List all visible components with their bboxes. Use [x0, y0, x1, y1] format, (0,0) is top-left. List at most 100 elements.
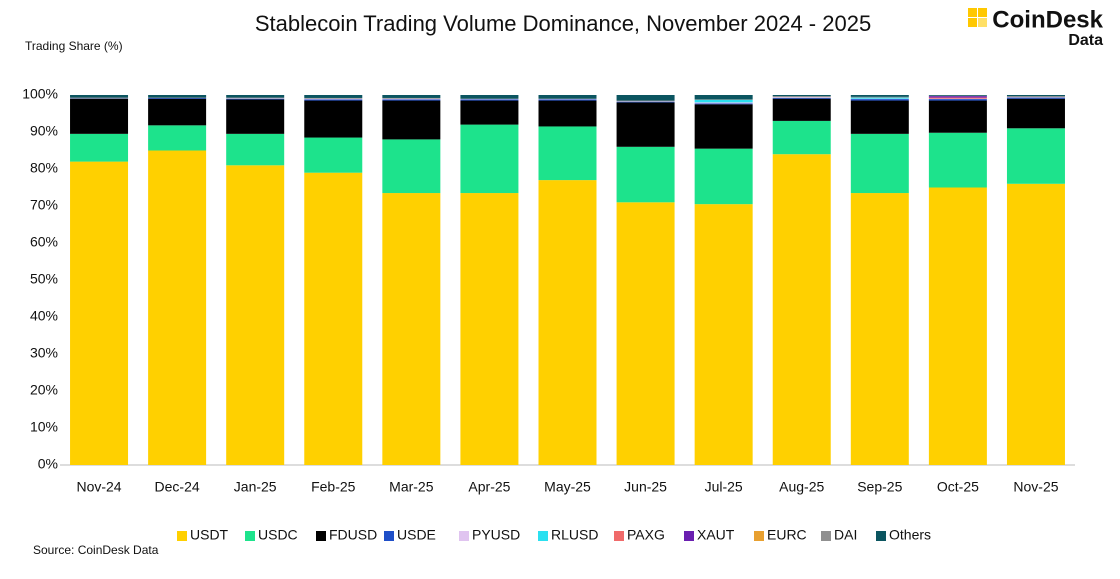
bar-segment: [538, 126, 597, 181]
legend-label: USDC: [258, 527, 298, 543]
bar-segment: [850, 97, 909, 99]
bar-segment: [850, 95, 909, 97]
bar-segment: [460, 95, 519, 99]
logo-icon: [978, 18, 987, 27]
bar-segment: [928, 96, 987, 98]
x-tick-label: Sep-25: [857, 479, 902, 495]
bar-segment: [616, 101, 675, 103]
x-tick-label: Jan-25: [234, 479, 277, 495]
x-tick-label: May-25: [544, 479, 591, 495]
bar-segment: [772, 97, 831, 98]
legend-label: Others: [889, 527, 931, 543]
x-tick-label: Dec-24: [155, 479, 200, 495]
bar-segment: [70, 161, 129, 465]
bar-segment: [1006, 98, 1065, 129]
bar-segment: [1006, 183, 1065, 466]
bar-segment: [460, 100, 519, 125]
bar-segment: [538, 100, 597, 127]
legend-swatch: [316, 531, 326, 541]
y-tick-label: 40%: [30, 308, 58, 324]
legend-label: USDE: [397, 527, 436, 543]
bar-segment: [616, 95, 675, 101]
bar-segment: [382, 139, 441, 194]
legend-swatch: [459, 531, 469, 541]
bar-segment: [694, 102, 753, 104]
bar-segment: [616, 202, 675, 466]
bar-segment: [304, 137, 363, 173]
bar-segment: [694, 99, 753, 103]
bar-segment: [772, 98, 831, 121]
x-tick-label: Feb-25: [311, 479, 356, 495]
bar-segment: [694, 95, 753, 100]
bar-segment: [226, 99, 285, 134]
bar-segment: [148, 98, 207, 126]
bar-segment: [928, 99, 987, 101]
legend-label: EURC: [767, 527, 807, 543]
bar-segment: [304, 100, 363, 138]
bar-segment: [694, 103, 753, 105]
legend-swatch: [245, 531, 255, 541]
bar-segment: [148, 150, 207, 465]
legend-swatch: [538, 531, 548, 541]
bar-segment: [382, 99, 441, 101]
y-tick-label: 70%: [30, 197, 58, 213]
bar-segment: [1006, 96, 1065, 98]
y-axis-label: Trading Share (%): [25, 39, 123, 53]
y-tick-label: 50%: [30, 271, 58, 287]
bar-segment: [460, 124, 519, 194]
bar-segment: [382, 100, 441, 140]
bar-segment: [850, 99, 909, 101]
bar-segment: [460, 193, 519, 466]
legend-swatch: [384, 531, 394, 541]
legend-label: DAI: [834, 527, 857, 543]
bar-segment: [148, 97, 207, 99]
bar-segment: [1006, 97, 1065, 99]
bar-segment: [382, 98, 441, 100]
legend-label: FDUSD: [329, 527, 377, 543]
bar-segment: [304, 95, 363, 98]
y-tick-label: 80%: [30, 160, 58, 176]
y-tick-label: 100%: [22, 86, 58, 102]
logo: CoinDesk Data: [968, 6, 1104, 49]
legend-label: PAXG: [627, 527, 665, 543]
bar-segment: [928, 100, 987, 133]
bar-segment: [772, 154, 831, 465]
y-tick-label: 10%: [30, 419, 58, 435]
logo-icon: [968, 18, 977, 27]
bar-segment: [694, 204, 753, 465]
bar-segment: [538, 180, 597, 465]
bar-segment: [928, 95, 987, 96]
legend-swatch: [821, 531, 831, 541]
legend-swatch: [876, 531, 886, 541]
bar-segment: [538, 99, 597, 101]
legend-swatch: [177, 531, 187, 541]
bar-segment: [928, 132, 987, 188]
x-tick-label: Aug-25: [779, 479, 824, 495]
y-tick-label: 90%: [30, 123, 58, 139]
x-tick-label: Mar-25: [389, 479, 434, 495]
bar-segment: [460, 99, 519, 101]
bar-segment: [616, 146, 675, 203]
bar-segment: [226, 97, 285, 99]
source: Source: CoinDesk Data: [33, 543, 159, 557]
bar-segment: [304, 172, 363, 465]
y-tick-label: 0%: [38, 456, 58, 472]
x-tick-label: Jul-25: [705, 479, 743, 495]
legend-swatch: [754, 531, 764, 541]
bar-segment: [772, 120, 831, 155]
logo-sub: Data: [1068, 32, 1103, 49]
bar-segment: [382, 193, 441, 466]
x-tick-label: Apr-25: [468, 479, 510, 495]
logo-icon: [968, 8, 977, 17]
bar-segment: [70, 95, 129, 98]
bar-segment: [304, 98, 363, 100]
bar-segment: [928, 187, 987, 465]
bar-segment: [304, 97, 363, 99]
bar-segment: [850, 96, 909, 98]
bar-segment: [928, 97, 987, 99]
bar-segment: [772, 95, 831, 97]
y-tick-label: 20%: [30, 382, 58, 398]
x-tick-label: Oct-25: [937, 479, 979, 495]
bar-segment: [850, 100, 909, 134]
